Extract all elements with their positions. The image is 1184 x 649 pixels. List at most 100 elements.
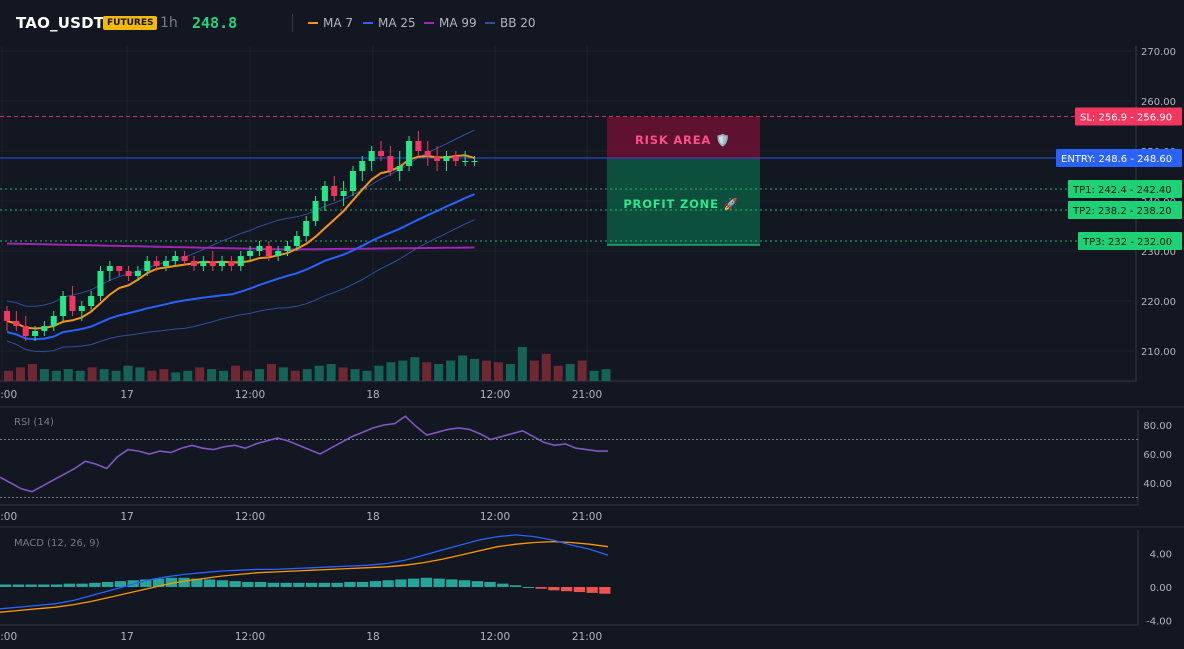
legend-ma99[interactable]: MA 99: [424, 16, 477, 30]
candle-body: [88, 296, 95, 306]
macd-signal-line: [0, 540, 609, 613]
legend-label: BB 20: [500, 16, 536, 30]
macd-histogram-bar: [433, 578, 445, 587]
volume-bar: [601, 369, 611, 381]
candlesticks[interactable]: [4, 131, 478, 341]
bb-lower: [6, 219, 475, 353]
macd-histogram-bar: [586, 587, 598, 593]
legend-label: MA 7: [323, 16, 354, 30]
macd-histogram-bar: [89, 582, 101, 587]
legend-ma25[interactable]: MA 25: [363, 16, 416, 30]
ma7-line: [6, 154, 475, 330]
candle-body: [349, 171, 356, 191]
candle-body: [4, 311, 10, 321]
candle-body: [387, 156, 394, 171]
macd-histogram-bar: [165, 577, 177, 587]
risk-area-box[interactable]: [607, 117, 760, 159]
candle-body: [471, 161, 478, 162]
candle-body: [331, 186, 338, 196]
macd-histogram-bar: [140, 579, 152, 587]
volume-bar: [517, 347, 527, 381]
candle-body: [424, 151, 431, 156]
time-tick: 12:00: [0, 389, 17, 401]
time-tick: 18: [366, 511, 379, 523]
macd-histogram-bar: [357, 581, 369, 587]
macd-tick: 4.00: [1150, 549, 1172, 560]
volume-bar: [87, 367, 97, 381]
candle-body: [78, 306, 85, 311]
time-tick: 17: [120, 511, 133, 523]
volume-bar: [15, 367, 25, 381]
time-tick: 12:00: [0, 631, 17, 643]
macd-histogram-bar: [446, 579, 458, 587]
profit-zone-box[interactable]: [607, 159, 760, 245]
rsi-tick: 40.00: [1143, 479, 1172, 490]
volume-bar: [99, 369, 109, 381]
ma99-line: [6, 242, 475, 251]
candle-body: [41, 326, 48, 331]
level-tags[interactable]: SL: 256.9 - 256.90 ENTRY: 248.6 - 248.60 T…: [1056, 107, 1182, 251]
macd-histogram-bar: [242, 581, 254, 587]
volume-bar: [63, 369, 73, 381]
macd-histogram-bar: [114, 581, 126, 587]
macd-histogram-bar: [522, 587, 534, 588]
level-tag-text: TP2: 238.2 - 238.20: [1072, 206, 1172, 217]
volume-bar: [577, 360, 587, 381]
timeframe-label[interactable]: 1h: [160, 15, 178, 31]
rsi-title: RSI (14): [14, 417, 54, 428]
time-tick: 12:00: [235, 631, 265, 643]
volume-bar: [183, 370, 193, 381]
candle-body: [106, 266, 113, 271]
volume-bar: [482, 360, 491, 381]
candle-body: [172, 256, 179, 261]
trade-zones: RISK AREA 🛡️ PROFIT ZONE 🚀: [607, 117, 760, 246]
volume-bar: [398, 360, 408, 381]
candle-body: [181, 256, 188, 261]
rsi-tick: 60.00: [1143, 450, 1172, 461]
candle-body: [144, 261, 151, 271]
macd-histogram-bar: [548, 587, 560, 591]
macd-histogram-bar: [178, 577, 190, 587]
legend-ma7[interactable]: MA 7: [308, 16, 353, 30]
candle-body: [434, 156, 441, 161]
volume-bar: [207, 369, 217, 381]
candle-body: [359, 161, 366, 171]
macd-pane: 4.00 0.00 -4.00: [0, 534, 1172, 628]
candle-body: [275, 251, 282, 256]
time-tick: 21:00: [572, 631, 602, 643]
candle-body: [378, 151, 384, 156]
legend-label: MA 25: [378, 16, 416, 30]
candle-body: [237, 256, 244, 266]
volume-bars: [4, 347, 611, 381]
level-tag-text: TP3: 232 - 232.00: [1082, 237, 1172, 248]
volume-bar: [27, 364, 37, 381]
volume-bar: [434, 364, 444, 381]
volume-bar: [278, 367, 288, 381]
symbol-label[interactable]: TAO_USDT: [16, 14, 105, 32]
level-lines: [0, 116, 1136, 242]
rsi-pane: 80.00 60.00 40.00: [0, 415, 1172, 498]
macd-histogram-bar: [369, 581, 381, 587]
candle-body: [50, 316, 57, 326]
macd-histogram-bar: [25, 584, 37, 587]
legend-swatch: [363, 22, 373, 24]
macd-histogram-bar: [573, 587, 585, 593]
legend-swatch: [308, 22, 318, 24]
candle-body: [462, 161, 469, 162]
legend-bb20[interactable]: BB 20: [485, 16, 536, 30]
rsi-line: [0, 415, 608, 493]
volume-bar: [123, 365, 133, 381]
volume-bar: [171, 372, 181, 381]
macd-histogram-bar: [204, 579, 216, 587]
volume-bar: [111, 370, 121, 381]
candle-body: [209, 261, 216, 266]
volume-bar: [458, 355, 468, 381]
legend-label: MA 99: [439, 16, 477, 30]
macd-histogram-bar: [331, 582, 343, 587]
volume-bar: [39, 369, 49, 381]
macd-histogram-bar: [255, 581, 267, 587]
level-tag-text: TP1: 242.4 - 242.40: [1072, 185, 1172, 196]
macd-histogram-bar: [12, 584, 24, 587]
futures-badge: FUTURES: [103, 16, 158, 30]
